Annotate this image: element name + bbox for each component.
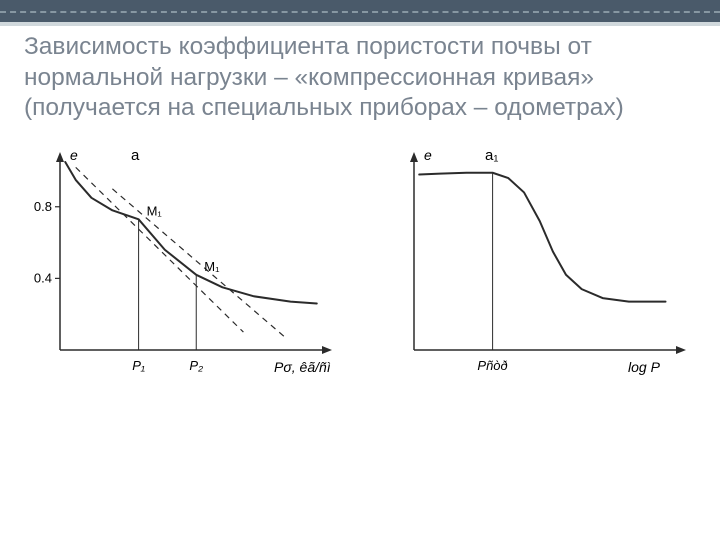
svg-text:а₁: а₁ [485,147,498,164]
svg-text:е: е [424,147,432,163]
header-dashed-line [0,11,720,13]
header-under-line [0,22,720,26]
svg-text:P₂: P₂ [189,358,203,373]
page-title: Зависимость коэффициента пористости почв… [0,22,720,144]
svg-text:е: е [70,147,78,163]
svg-text:а: а [131,147,140,164]
svg-text:0.4: 0.4 [34,270,52,285]
svg-text:log P: log P [628,359,661,375]
compression-curve-chart: е Pσ, êã/ñì а 0.4 0.8 P₁ P₂ М₁ М₁ [8,144,338,384]
svg-text:М₁: М₁ [147,203,163,218]
log-compression-curve-chart: е log P а₁ Pñòð [362,144,692,384]
svg-text:М₁: М₁ [204,259,220,274]
svg-text:Pσ, êã/ñì: Pσ, êã/ñì [274,359,331,375]
svg-text:Pñòð: Pñòð [477,358,507,373]
chart-left-wrap: е Pσ, êã/ñì а 0.4 0.8 P₁ P₂ М₁ М₁ [8,144,338,384]
header-stripe [0,0,720,22]
svg-text:P₁: P₁ [132,358,145,373]
svg-text:0.8: 0.8 [34,199,52,214]
charts-row: е Pσ, êã/ñì а 0.4 0.8 P₁ P₂ М₁ М₁ е log P а₁ Pñòð [0,144,720,384]
chart-right-wrap: е log P а₁ Pñòð [362,144,692,384]
